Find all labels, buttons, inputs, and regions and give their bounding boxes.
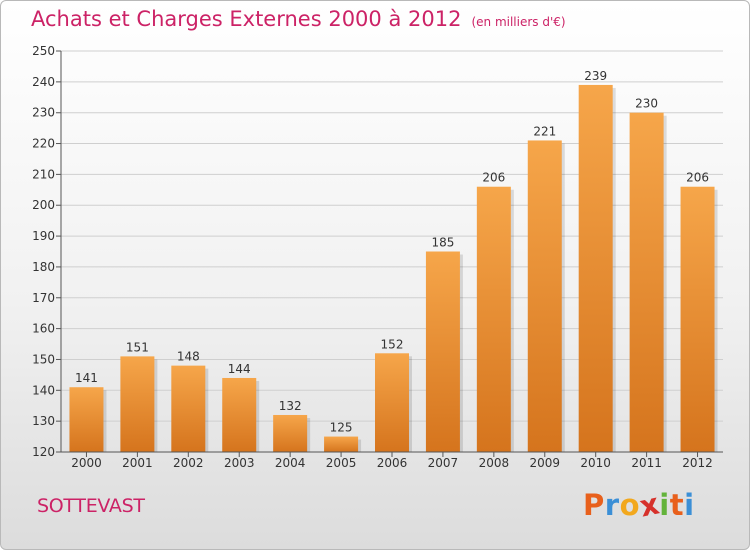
bar-2001 — [120, 356, 155, 452]
value-label: 185 — [431, 236, 454, 250]
value-label: 230 — [635, 97, 658, 111]
logo-letter: i — [659, 488, 670, 522]
x-tick-label: 2008 — [479, 456, 510, 470]
y-tick-label: 240 — [32, 75, 55, 89]
bar-2000 — [69, 387, 104, 452]
y-tick-label: 150 — [32, 352, 55, 366]
y-tick-label: 220 — [32, 137, 55, 151]
x-tick-label: 2011 — [631, 456, 662, 470]
x-tick-label: 2012 — [682, 456, 713, 470]
bar-2008 — [476, 186, 511, 452]
bar-2012 — [680, 186, 715, 452]
y-tick-label: 160 — [32, 322, 55, 336]
chart-title: Achats et Charges Externes 2000 à 2012 — [31, 7, 462, 31]
y-tick-label: 140 — [32, 383, 55, 397]
x-tick-label: 2006 — [377, 456, 408, 470]
bar-2002 — [171, 365, 206, 452]
y-tick-label: 130 — [32, 414, 55, 428]
value-label: 148 — [177, 350, 200, 364]
chart-title-block: Achats et Charges Externes 2000 à 2012 (e… — [31, 7, 566, 31]
x-tick-label: 2007 — [428, 456, 459, 470]
bar-2003 — [222, 377, 257, 452]
proxiti-logo: Proxiti — [583, 486, 695, 523]
logo-letter: o — [619, 488, 641, 522]
x-tick-label: 2005 — [326, 456, 357, 470]
y-tick-label: 210 — [32, 167, 55, 181]
value-label: 132 — [279, 399, 302, 413]
logo-letter: P — [583, 488, 605, 522]
value-label: 125 — [330, 421, 353, 435]
y-tick-label: 230 — [32, 106, 55, 120]
bar-2006 — [375, 353, 409, 452]
x-tick-label: 2010 — [580, 456, 611, 470]
y-tick-label: 120 — [32, 445, 55, 459]
x-tick-label: 2009 — [529, 456, 560, 470]
logo-letter: t — [669, 488, 685, 522]
x-tick-label: 2003 — [224, 456, 255, 470]
x-tick-label: 2004 — [275, 456, 306, 470]
value-label: 221 — [533, 124, 556, 138]
x-tick-label: 2001 — [122, 456, 153, 470]
logo-letter: r — [604, 488, 620, 522]
value-label: 239 — [584, 69, 607, 83]
commune-name: SOTTEVAST — [37, 495, 145, 517]
value-label: 141 — [75, 371, 98, 385]
chart-unit: (en milliers d'€) — [471, 15, 566, 29]
x-tick-label: 2000 — [71, 456, 102, 470]
value-label: 206 — [482, 171, 505, 185]
bar-2007 — [425, 251, 460, 452]
y-tick-label: 200 — [32, 198, 55, 212]
value-label: 151 — [126, 340, 149, 354]
bar-2010 — [578, 84, 613, 452]
bar-2005 — [324, 436, 359, 452]
bar-2011 — [629, 112, 664, 452]
y-tick-label: 190 — [32, 229, 55, 243]
bar-2009 — [527, 140, 562, 452]
y-tick-label: 180 — [32, 260, 55, 274]
x-tick-label: 2002 — [173, 456, 204, 470]
value-label: 152 — [381, 337, 404, 351]
y-tick-label: 170 — [32, 291, 55, 305]
bar-2004 — [273, 414, 308, 452]
y-tick-label: 250 — [32, 44, 55, 58]
value-label: 144 — [228, 362, 251, 376]
logo-letter: i — [684, 488, 695, 522]
value-label: 206 — [686, 171, 709, 185]
